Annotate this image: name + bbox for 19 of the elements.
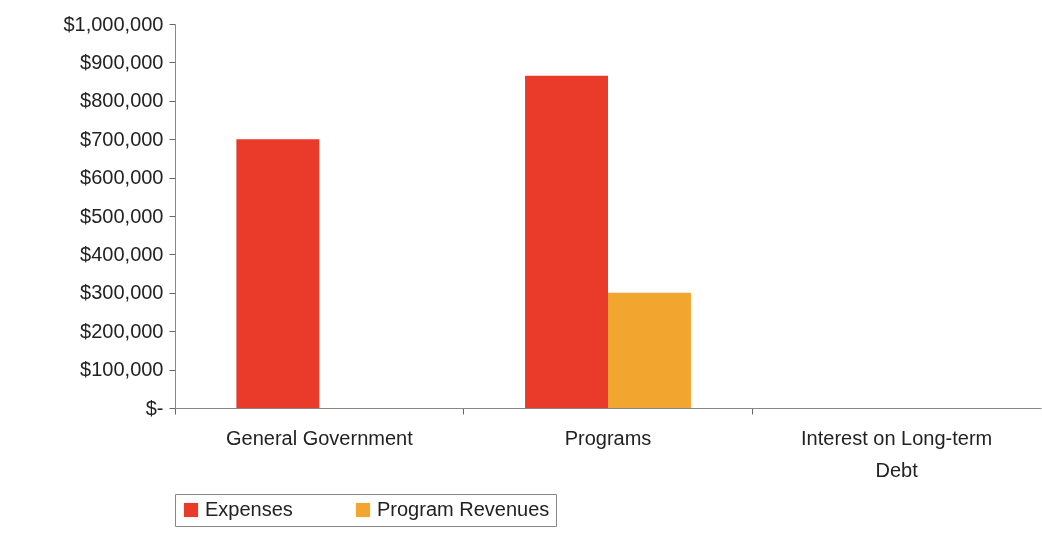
x-tick-label: General Government	[225, 426, 414, 449]
y-tick-label: $300,000	[80, 281, 164, 304]
y-tick-label: $800,000	[80, 89, 164, 112]
legend-label: Program Revenues	[377, 498, 550, 520]
y-tick-label: $400,000	[80, 242, 164, 265]
y-tick-label: $-	[145, 396, 164, 419]
y-tick-label: $1,000,000	[63, 12, 164, 35]
bar	[236, 139, 320, 408]
y-tick-label: $700,000	[80, 127, 164, 150]
x-tick-label: Interest on Long-term Debt	[801, 426, 993, 481]
y-tick-label: $100,000	[80, 358, 164, 381]
bar	[608, 292, 691, 408]
y-tick-label: $500,000	[80, 204, 164, 227]
bar	[525, 75, 608, 408]
y-tick-label: $900,000	[80, 50, 164, 73]
y-tick-label: $200,000	[80, 319, 164, 342]
y-tick-label: $600,000	[80, 166, 164, 189]
legend-label: Expenses	[205, 498, 293, 520]
x-tick-label: Programs	[564, 426, 652, 449]
